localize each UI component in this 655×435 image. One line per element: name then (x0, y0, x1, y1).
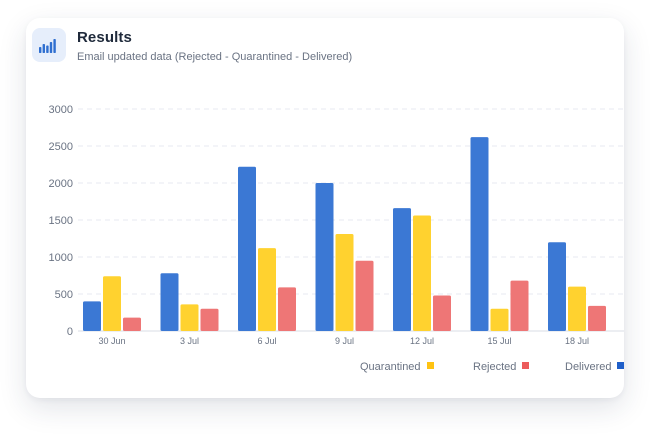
x-tick-label: 3 Jul (180, 336, 199, 346)
bar-chart: 0 500 1000 1500 2000 2500 3000 30 Jun 3 Jul 6 Jul… (49, 104, 624, 346)
bar-rejected-3-jul[interactable] (200, 308, 219, 331)
bar-delivered-30-jun[interactable] (83, 301, 101, 331)
bar-quarantined-9-jul[interactable] (335, 234, 354, 331)
y-tick-label: 0 (67, 326, 73, 338)
legend-swatch-rejected (522, 362, 530, 369)
bar-quarantined-6-jul[interactable] (258, 248, 276, 331)
y-tick-label: 1000 (49, 252, 73, 264)
bar-rejected-15-jul[interactable] (510, 280, 529, 331)
legend-label-quarantined: Quarantined (360, 361, 421, 373)
legend-delivered: Delivered (565, 361, 624, 373)
bar-rejected-9-jul[interactable] (355, 260, 374, 331)
legend-quarantined: Quarantined (360, 361, 434, 373)
x-tick-label: 9 Jul (335, 336, 354, 346)
bar-rejected-6-jul[interactable] (278, 287, 296, 331)
bar-delivered-9-jul[interactable] (315, 183, 334, 331)
bar-delivered-18-jul[interactable] (548, 242, 566, 331)
y-tick-label: 1500 (49, 215, 73, 227)
results-card: Results Email updated data (Rejected - Q… (26, 18, 624, 398)
bar-rejected-12-jul[interactable] (433, 295, 451, 331)
bar-quarantined-12-jul[interactable] (413, 215, 431, 331)
bar-rejected-18-jul[interactable] (588, 305, 606, 331)
x-tick-label: 15 Jul (487, 336, 511, 346)
page-title: Results (77, 29, 132, 46)
page-subtitle: Email updated data (Rejected - Quarantin… (77, 51, 353, 63)
x-tick-label: 30 Jun (98, 336, 125, 346)
y-tick-label: 3000 (49, 104, 73, 116)
legend-label-delivered: Delivered (565, 361, 612, 373)
bar-delivered-3-jul[interactable] (160, 273, 179, 331)
bar-quarantined-30-jun[interactable] (103, 276, 121, 331)
bar-chart-icon (32, 28, 66, 62)
bar-quarantined-15-jul[interactable] (490, 308, 509, 331)
y-tick-label: 2000 (49, 178, 73, 190)
bar-delivered-6-jul[interactable] (238, 166, 256, 331)
x-tick-label: 12 Jul (410, 336, 434, 346)
legend-swatch-quarantined (426, 362, 434, 369)
bar-quarantined-18-jul[interactable] (568, 286, 586, 331)
bar-delivered-15-jul[interactable] (470, 137, 489, 331)
x-tick-label: 18 Jul (565, 336, 589, 346)
bar-rejected-30-jun[interactable] (123, 317, 141, 331)
legend-rejected: Rejected (473, 361, 530, 373)
legend-swatch-delivered (617, 362, 624, 369)
x-tick-label: 6 Jul (257, 336, 276, 346)
bar-quarantined-3-jul[interactable] (180, 304, 199, 331)
y-tick-label: 500 (55, 289, 73, 301)
y-tick-label: 2500 (49, 141, 73, 153)
bar-delivered-12-jul[interactable] (393, 208, 411, 331)
legend-label-rejected: Rejected (473, 361, 517, 373)
